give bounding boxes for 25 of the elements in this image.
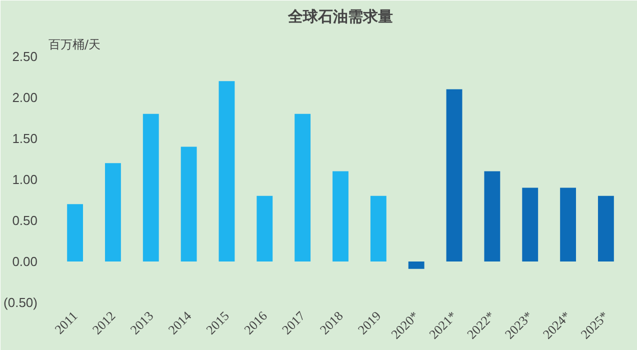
y-tick-label: (0.50) bbox=[4, 295, 38, 310]
y-tick-label: 1.00 bbox=[12, 172, 38, 187]
y-tick-label: 0.00 bbox=[12, 254, 38, 269]
bar bbox=[598, 196, 614, 262]
y-tick-label: 0.50 bbox=[12, 213, 38, 228]
bar bbox=[180, 146, 197, 262]
bar bbox=[484, 171, 500, 262]
bar bbox=[218, 81, 235, 262]
bar bbox=[560, 188, 576, 262]
chart-title: 全球石油需求量 bbox=[287, 8, 393, 26]
y-axis-title: 百万桶/天 bbox=[48, 38, 101, 52]
y-tick-label: 2.50 bbox=[12, 49, 38, 64]
bar bbox=[332, 171, 348, 262]
bar bbox=[522, 188, 538, 262]
y-tick-label: 2.00 bbox=[12, 90, 38, 105]
bar bbox=[408, 262, 424, 269]
bar bbox=[142, 114, 159, 262]
y-tick-label: 1.50 bbox=[12, 131, 38, 146]
bar bbox=[370, 196, 386, 262]
bar bbox=[256, 196, 273, 262]
bar bbox=[294, 114, 311, 262]
x-tick-label: 2011 bbox=[52, 308, 80, 337]
bar bbox=[446, 89, 462, 262]
bar bbox=[105, 163, 121, 262]
bar bbox=[67, 204, 84, 262]
